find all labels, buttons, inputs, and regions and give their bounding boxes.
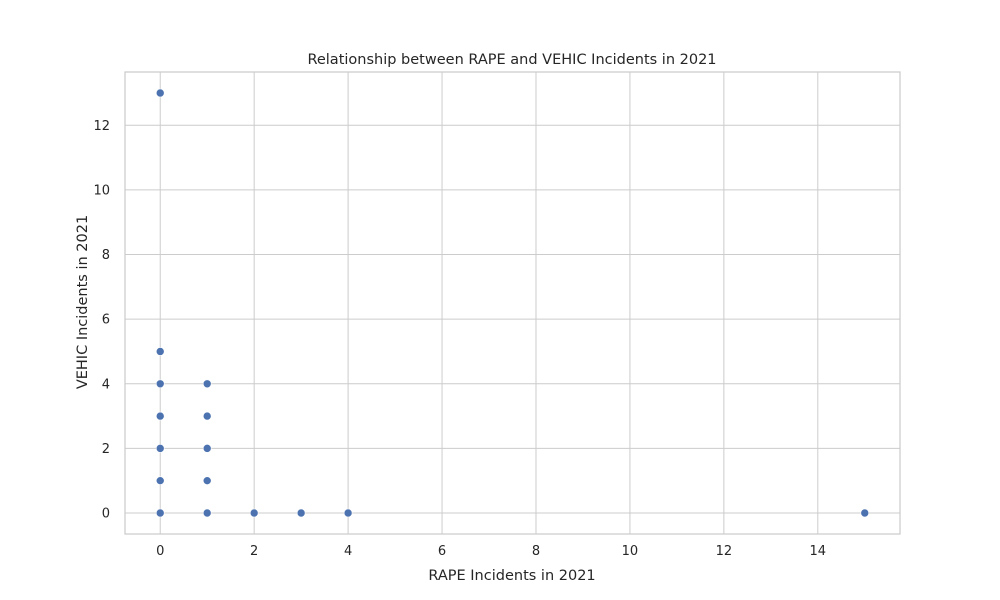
data-point [202,508,212,518]
x-tick-label: 12 [716,544,733,559]
x-tick-label: 10 [622,544,639,559]
x-tick-label: 2 [250,544,258,559]
data-point [155,411,165,421]
y-tick-label: 10 [93,183,110,198]
x-tick-label: 6 [438,544,446,559]
y-tick-label: 8 [102,248,110,263]
data-point [343,508,353,518]
data-point [155,508,165,518]
data-point [155,379,165,389]
data-point [155,88,165,98]
plot-frame [124,71,901,535]
x-tick-label: 0 [156,544,164,559]
data-point [202,444,212,453]
y-tick-label: 6 [102,313,110,328]
y-axis-label: VEHIC Incidents in 2021 [75,215,91,389]
y-tick-label: 2 [102,442,110,457]
data-point [155,444,165,453]
grid [125,72,900,534]
chart-title: Relationship between RAPE and VEHIC Inci… [307,52,716,68]
data-point [155,347,165,356]
x-tick-label: 4 [344,544,352,559]
data-point [296,508,306,518]
x-tick-label: 14 [810,544,827,559]
tick-labels: 0 2 4 6 8 10 12 14 0 2 4 6 8 10 12 [93,119,826,559]
data-point [202,411,212,421]
data-point [155,476,165,485]
x-tick-label: 8 [532,544,540,559]
y-tick-label: 0 [102,507,110,522]
data-point [860,508,870,518]
data-point [202,476,212,485]
data-points [155,88,870,518]
x-axis-label: RAPE Incidents in 2021 [428,568,595,584]
data-point [202,379,212,389]
y-tick-label: 4 [102,377,110,392]
y-tick-label: 12 [93,119,110,134]
data-point [249,508,259,518]
